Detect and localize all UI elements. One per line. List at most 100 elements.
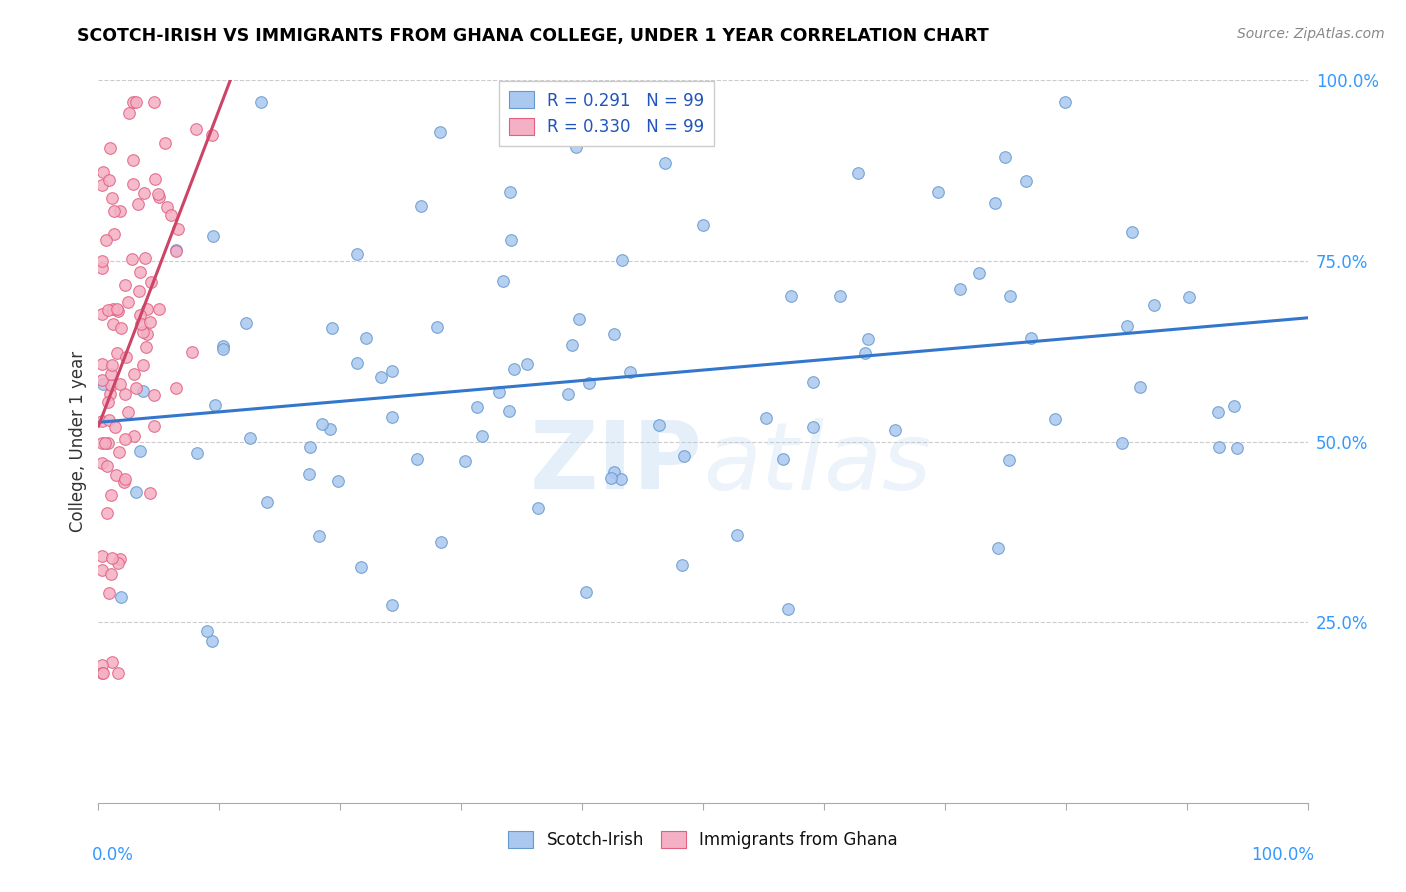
Point — [156, 200, 179, 214]
Point — [491, 274, 513, 288]
Point — [148, 190, 170, 204]
Point — [1111, 435, 1133, 450]
Point — [298, 440, 321, 454]
Point — [186, 446, 208, 460]
Point — [153, 136, 176, 151]
Point — [97, 435, 120, 450]
Point — [557, 386, 579, 401]
Point — [91, 414, 114, 428]
Point — [600, 471, 623, 485]
Point — [200, 634, 222, 648]
Legend: Scotch-Irish, Immigrants from Ghana: Scotch-Irish, Immigrants from Ghana — [502, 824, 904, 856]
Point — [100, 141, 122, 155]
Point — [755, 411, 778, 425]
Point — [110, 320, 132, 334]
Point — [132, 325, 155, 339]
Point — [350, 560, 373, 574]
Point — [122, 95, 145, 109]
Point — [801, 420, 824, 434]
Point — [948, 282, 970, 296]
Point — [994, 150, 1017, 164]
Point — [883, 423, 905, 437]
Point — [91, 165, 114, 179]
Point — [91, 658, 114, 673]
Point — [98, 585, 121, 599]
Point — [565, 140, 588, 154]
Point — [181, 345, 204, 359]
Point — [498, 185, 520, 199]
Text: 100.0%: 100.0% — [1250, 847, 1313, 864]
Point — [143, 387, 166, 401]
Point — [96, 233, 118, 247]
Point — [406, 451, 429, 466]
Point — [91, 665, 114, 680]
Point — [1116, 318, 1139, 333]
Point — [134, 251, 156, 265]
Point — [619, 366, 641, 380]
Point — [610, 253, 633, 268]
Point — [780, 289, 803, 303]
Point — [346, 356, 368, 370]
Point — [91, 563, 114, 577]
Point — [1208, 440, 1230, 454]
Point — [454, 454, 477, 468]
Point — [165, 244, 187, 259]
Point — [148, 301, 170, 316]
Point — [381, 598, 404, 612]
Point — [648, 418, 671, 433]
Point — [501, 234, 523, 248]
Point — [100, 488, 122, 502]
Point — [114, 277, 136, 292]
Point — [125, 95, 148, 109]
Point — [108, 376, 131, 391]
Point — [1121, 225, 1143, 239]
Point — [115, 350, 138, 364]
Point — [96, 506, 118, 520]
Point — [298, 467, 321, 481]
Point — [654, 156, 676, 170]
Point — [105, 346, 128, 360]
Point — [107, 665, 129, 680]
Point — [201, 128, 224, 142]
Point — [516, 357, 538, 371]
Point — [319, 422, 342, 436]
Point — [212, 342, 235, 356]
Point — [1178, 290, 1201, 304]
Point — [138, 486, 160, 500]
Point — [104, 420, 127, 434]
Y-axis label: College, Under 1 year: College, Under 1 year — [69, 351, 87, 533]
Point — [97, 394, 120, 409]
Point — [212, 339, 235, 353]
Point — [998, 453, 1021, 467]
Point — [100, 567, 122, 582]
Point — [471, 429, 494, 443]
Point — [725, 528, 748, 542]
Point — [103, 204, 125, 219]
Point — [603, 327, 626, 342]
Point — [204, 398, 226, 412]
Point — [91, 665, 114, 680]
Point — [101, 358, 124, 372]
Point — [429, 125, 451, 139]
Point — [578, 376, 600, 390]
Text: SCOTCH-IRISH VS IMMIGRANTS FROM GHANA COLLEGE, UNDER 1 YEAR CORRELATION CHART: SCOTCH-IRISH VS IMMIGRANTS FROM GHANA CO… — [77, 27, 988, 45]
Point — [100, 367, 122, 381]
Point — [201, 228, 224, 243]
Point — [998, 288, 1021, 302]
Point — [121, 177, 143, 191]
Point — [603, 465, 626, 479]
Point — [101, 656, 124, 670]
Point — [856, 332, 879, 346]
Point — [103, 301, 125, 316]
Point — [411, 199, 433, 213]
Text: 0.0%: 0.0% — [93, 847, 134, 864]
Point — [108, 445, 131, 459]
Point — [135, 302, 157, 317]
Point — [128, 285, 150, 299]
Point — [96, 458, 118, 473]
Point — [117, 295, 139, 310]
Point — [1129, 380, 1152, 394]
Point — [122, 367, 145, 381]
Point — [502, 362, 524, 376]
Point — [101, 191, 124, 205]
